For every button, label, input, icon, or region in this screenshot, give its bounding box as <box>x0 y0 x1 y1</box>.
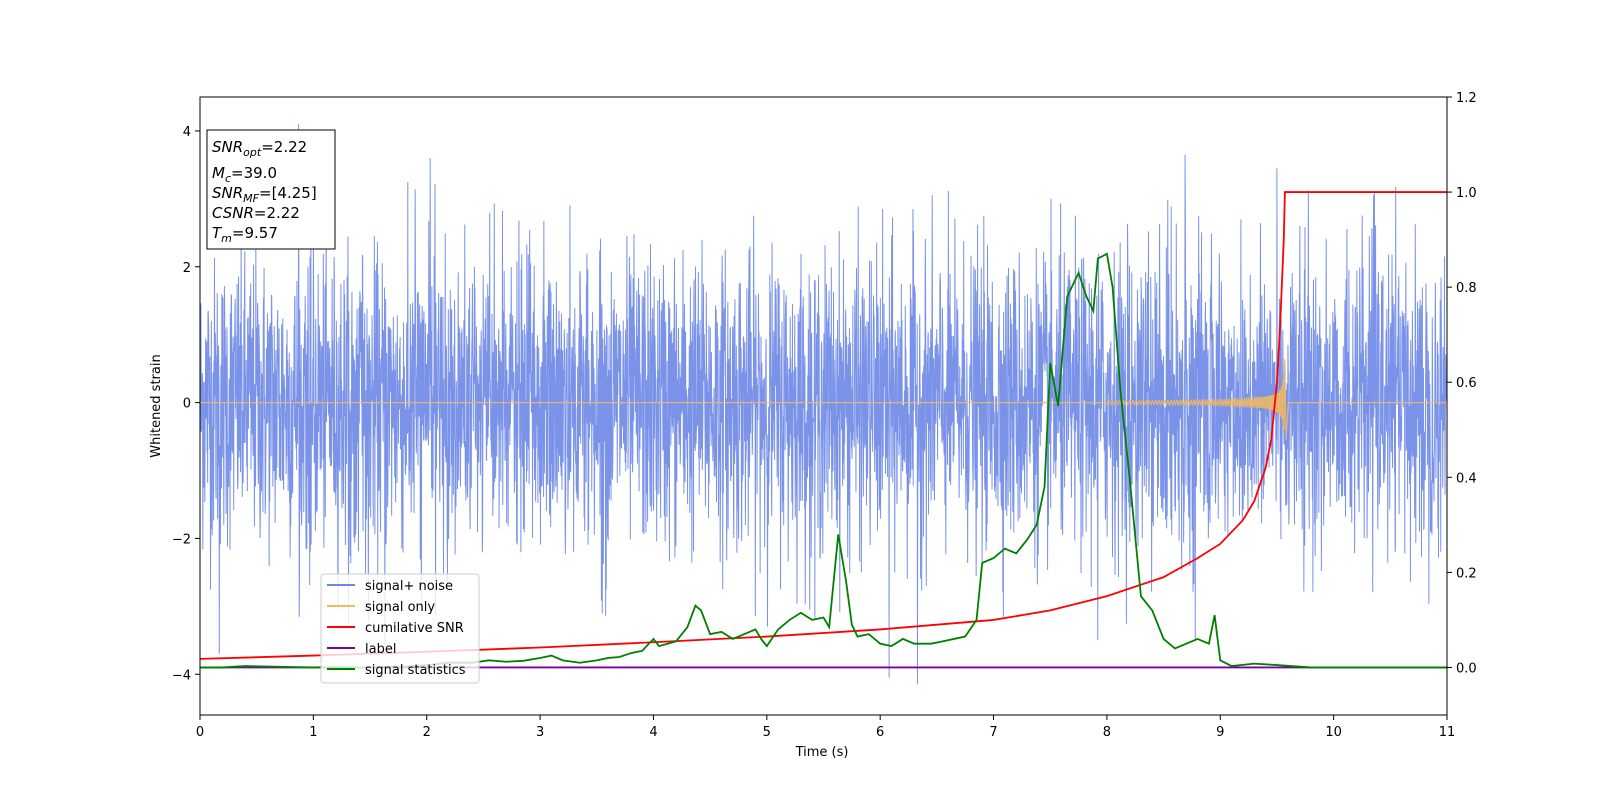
legend-frame <box>320 573 480 684</box>
x-tick-label: 7 <box>989 725 997 740</box>
y-right-tick-label: 1.0 <box>1456 186 1477 201</box>
x-axis-label: Time (s) <box>795 745 849 760</box>
x-tick-label: 1 <box>309 725 317 740</box>
x-tick-label: 9 <box>1216 725 1224 740</box>
y-left-tick-label: −4 <box>172 668 191 683</box>
x-tick-label: 8 <box>1103 725 1111 740</box>
info-box: SNRopt=2.22 Mc=39.0 SNRMF=[4.25] CSNR=2.… <box>206 129 336 250</box>
series-line-signal-statistics <box>200 252 1447 669</box>
x-tick-label: 5 <box>763 725 771 740</box>
y-right-tick-label: 0.8 <box>1456 281 1477 296</box>
info-snr-opt: SNRopt=2.22 <box>212 138 307 159</box>
x-tick-label: 6 <box>876 725 884 740</box>
info-snr-mf: SNRMF=[4.25] <box>212 184 317 205</box>
x-tick-label: 0 <box>196 725 204 740</box>
y-left-tick-label: 4 <box>183 125 191 140</box>
y-left-tick-label: −2 <box>172 532 191 547</box>
info-box-frame <box>206 129 336 250</box>
x-axis: 0 1 2 3 4 5 6 7 8 9 10 11 <box>196 715 1455 740</box>
legend: signal+ noise signal only cumilative SNR… <box>320 573 480 684</box>
series-line-cumulative-snr <box>200 191 1447 660</box>
series-line-signal-noise <box>200 124 1447 685</box>
y-right-tick-label: 0.2 <box>1456 566 1477 581</box>
y-left-tick-label: 2 <box>183 261 191 276</box>
y-right-tick-label: 1.2 <box>1456 91 1477 106</box>
plot-frame <box>199 96 1448 716</box>
legend-label-label: label <box>365 642 396 657</box>
x-tick-label: 2 <box>423 725 431 740</box>
y-left-tick-label: 0 <box>183 397 191 412</box>
x-tick-label: 3 <box>536 725 544 740</box>
series-line-signal-only <box>200 359 1447 440</box>
x-tick-label: 10 <box>1325 725 1342 740</box>
info-csnr: CSNR=2.22 <box>212 204 300 222</box>
y-right-tick-label: 0.6 <box>1456 376 1477 391</box>
legend-label-signal-only: signal only <box>365 600 435 615</box>
legend-label-signal-statistics: signal statistics <box>365 663 466 678</box>
x-tick-label: 4 <box>649 725 657 740</box>
info-mc: Mc=39.0 <box>212 164 277 185</box>
y-right-tick-label: 0.0 <box>1456 661 1477 676</box>
y-axis-right: 0.0 0.2 0.4 0.6 0.8 1.0 1.2 <box>1447 91 1477 676</box>
y-axis-label: Whitened strain <box>149 354 164 457</box>
y-right-tick-label: 0.4 <box>1456 471 1477 486</box>
legend-label-cumulative-snr: cumilative SNR <box>365 621 464 636</box>
x-tick-label: 11 <box>1439 725 1456 740</box>
legend-label-signal-noise: signal+ noise <box>365 579 453 594</box>
info-tm: Tm=9.57 <box>212 224 278 245</box>
y-axis-left: −4 −2 0 2 4 <box>172 125 200 683</box>
